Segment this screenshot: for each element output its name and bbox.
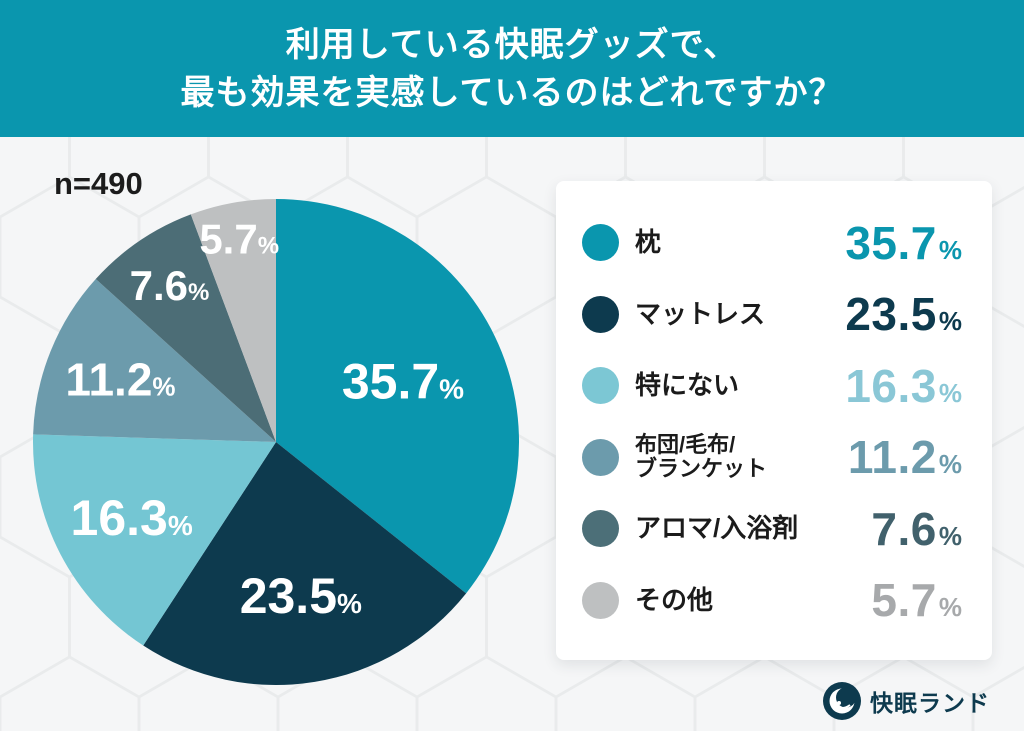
page-title-line1: 利用している快眠グッズで、 xyxy=(285,25,739,64)
header-banner: 利用している快眠グッズで、 最も効果を実感しているのはどれですか？ xyxy=(0,0,1024,137)
legend-label: 布団/毛布/ブランケット xyxy=(635,431,768,482)
legend-label: マットレス xyxy=(635,298,766,329)
legend-swatch-circle xyxy=(582,438,619,476)
legend-value: 23.5% xyxy=(845,288,962,341)
pie-slice-マットレス xyxy=(143,442,467,685)
legend-value: 16.3% xyxy=(845,359,962,412)
pie-slice-value-label: 11.2% xyxy=(65,353,175,405)
pie-slice-枕 xyxy=(276,199,519,594)
legend-label: 特にない xyxy=(635,370,740,401)
legend-value: 5.7% xyxy=(871,574,962,627)
pie-slice-value-label: 16.3% xyxy=(71,490,193,546)
pie-slice-value-label: 35.7% xyxy=(342,353,464,409)
pie-slice-布団/毛布/ブランケット xyxy=(33,279,277,442)
legend-label: その他 xyxy=(635,584,714,615)
legend-item: 特にない 16.3% xyxy=(582,359,962,413)
legend-item: その他 5.7% xyxy=(582,573,962,627)
pie-chart: 35.7% 23.5% 16.3% 11.2% 7.6%5.7% xyxy=(33,199,519,685)
legend-card: 枕 35.7% マットレス 23.5% 特にない 16.3% 布団/毛布/ブランケット 11.… xyxy=(556,181,992,660)
pie-slice-value-label: 5.7% xyxy=(199,215,279,262)
pie-slice-value-label: 23.5% xyxy=(240,568,362,624)
legend-value: 7.6% xyxy=(871,502,962,555)
pie-slice-特にない xyxy=(33,434,276,646)
legend-item: 枕 35.7% xyxy=(582,216,962,270)
brand-logo-icon xyxy=(823,682,861,720)
pie-slice-value-label: 7.6% xyxy=(130,262,210,309)
legend-swatch-circle xyxy=(582,295,619,333)
legend-item: アロマ/入浴剤 7.6% xyxy=(582,502,962,556)
pie-slice-その他 xyxy=(190,199,276,442)
legend-item: マットレス 23.5% xyxy=(582,287,962,341)
brand-name: 快眠ランド xyxy=(870,690,990,716)
legend-item: 布団/毛布/ブランケット 11.2% xyxy=(582,430,962,484)
legend-swatch-circle xyxy=(582,510,619,548)
legend-value: 11.2% xyxy=(847,431,962,484)
legend-swatch-circle xyxy=(582,581,619,619)
legend-swatch-circle xyxy=(582,367,619,405)
sample-size-label: n=490 xyxy=(54,166,143,201)
brand-footer: 快眠ランド xyxy=(822,681,990,721)
legend-value: 35.7% xyxy=(845,216,962,269)
pie-slice-アロマ/入浴剤 xyxy=(95,214,276,442)
legend-label: 枕 xyxy=(635,227,662,258)
legend-label: アロマ/入浴剤 xyxy=(635,513,799,544)
legend-swatch-circle xyxy=(582,224,619,262)
page-title-line2: 最も効果を実感しているのはどれですか？ xyxy=(180,73,844,112)
